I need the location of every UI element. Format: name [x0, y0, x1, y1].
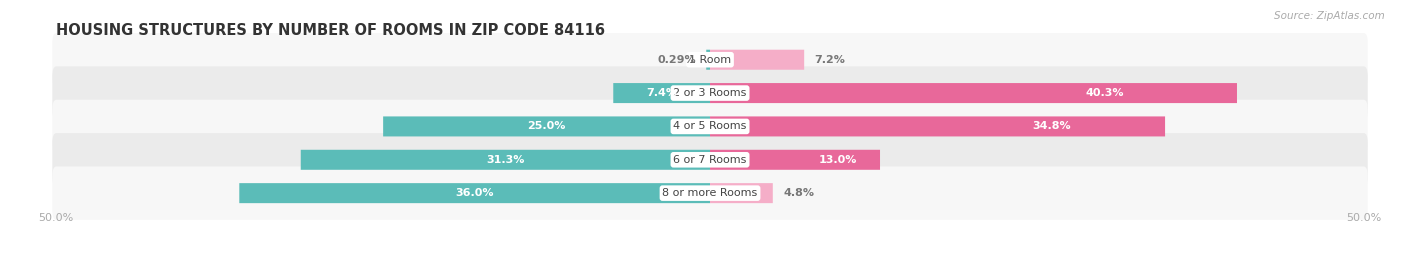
Text: 40.3%: 40.3%	[1085, 88, 1125, 98]
FancyBboxPatch shape	[710, 50, 804, 70]
Text: 2 or 3 Rooms: 2 or 3 Rooms	[673, 88, 747, 98]
Legend: Owner-occupied, Renter-occupied: Owner-occupied, Renter-occupied	[582, 268, 838, 269]
FancyBboxPatch shape	[301, 150, 710, 170]
FancyBboxPatch shape	[52, 100, 1368, 153]
FancyBboxPatch shape	[52, 33, 1368, 86]
Text: 4.8%: 4.8%	[783, 188, 814, 198]
FancyBboxPatch shape	[382, 116, 710, 136]
FancyBboxPatch shape	[52, 66, 1368, 120]
Text: 8 or more Rooms: 8 or more Rooms	[662, 188, 758, 198]
FancyBboxPatch shape	[239, 183, 710, 203]
Text: 4 or 5 Rooms: 4 or 5 Rooms	[673, 121, 747, 132]
FancyBboxPatch shape	[613, 83, 710, 103]
FancyBboxPatch shape	[706, 50, 710, 70]
Text: 0.29%: 0.29%	[657, 55, 696, 65]
Text: 6 or 7 Rooms: 6 or 7 Rooms	[673, 155, 747, 165]
Text: 25.0%: 25.0%	[527, 121, 565, 132]
Text: HOUSING STRUCTURES BY NUMBER OF ROOMS IN ZIP CODE 84116: HOUSING STRUCTURES BY NUMBER OF ROOMS IN…	[56, 23, 605, 38]
Text: 1 Room: 1 Room	[689, 55, 731, 65]
Text: 34.8%: 34.8%	[1032, 121, 1070, 132]
Text: 36.0%: 36.0%	[456, 188, 494, 198]
FancyBboxPatch shape	[710, 83, 1237, 103]
FancyBboxPatch shape	[52, 167, 1368, 220]
Text: 7.2%: 7.2%	[814, 55, 845, 65]
Text: Source: ZipAtlas.com: Source: ZipAtlas.com	[1274, 11, 1385, 21]
Text: 31.3%: 31.3%	[486, 155, 524, 165]
FancyBboxPatch shape	[710, 150, 880, 170]
FancyBboxPatch shape	[710, 183, 773, 203]
FancyBboxPatch shape	[52, 133, 1368, 186]
Text: 13.0%: 13.0%	[818, 155, 856, 165]
FancyBboxPatch shape	[710, 116, 1166, 136]
Text: 7.4%: 7.4%	[647, 88, 678, 98]
